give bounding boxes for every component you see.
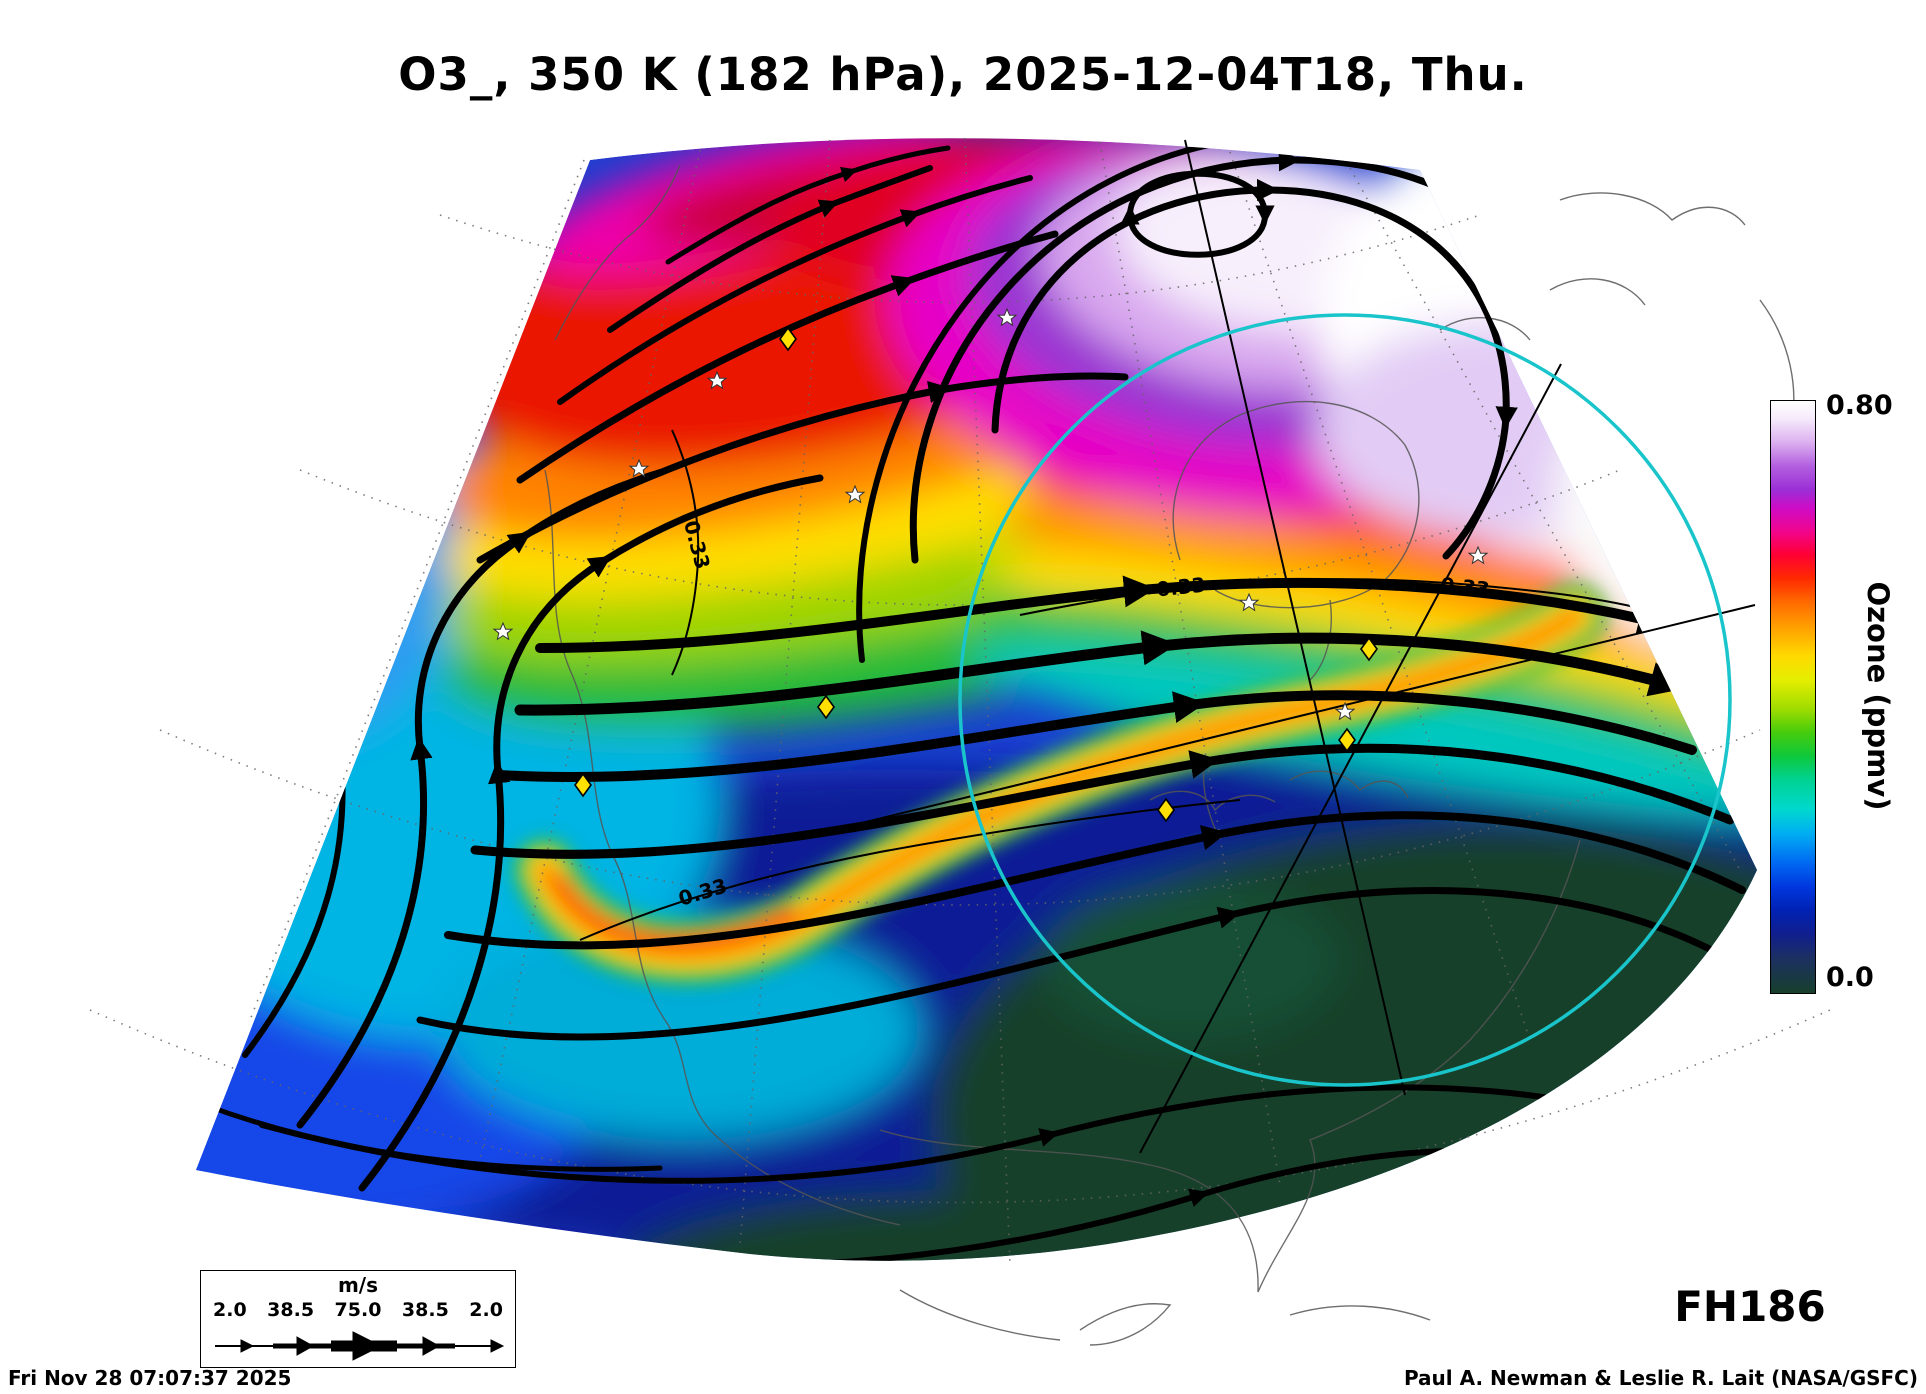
contour-label: 0.33	[1155, 572, 1207, 601]
cross-section-lines	[844, 139, 1756, 1154]
wind-speed-value: 38.5	[401, 1299, 449, 1321]
colorbar-tick-min: 0.0	[1826, 962, 1874, 993]
wind-speed-value: 75.0	[334, 1299, 382, 1321]
contour-labels: 0.33 0.33 0.33 0.33	[676, 518, 1491, 911]
wind-scale-arrow	[215, 1331, 505, 1361]
wind-speed-values: 2.0 38.5 75.0 38.5 2.0	[201, 1299, 515, 1321]
credit-line: Paul A. Newman & Leslie R. Lait (NASA/GS…	[1403, 1366, 1918, 1390]
wind-speed-legend: m/s 2.0 38.5 75.0 38.5 2.0	[200, 1270, 516, 1368]
wind-speed-value: 2.0	[213, 1299, 247, 1321]
cross-section-circle	[958, 313, 1732, 1087]
wind-unit-label: m/s	[337, 1273, 379, 1297]
wind-speed-value: 2.0	[469, 1299, 503, 1321]
colorbar	[1770, 400, 1816, 994]
colorbar-axis-label: Ozone (ppmv)	[1861, 581, 1895, 811]
generation-timestamp: Fri Nov 28 07:07:37 2025	[8, 1366, 292, 1390]
wind-speed-value: 38.5	[267, 1299, 315, 1321]
plot-title: O3_, 350 K (182 hPa), 2025-12-04T18, Thu…	[398, 48, 1528, 101]
colorbar-tick-max: 0.80	[1826, 390, 1893, 421]
contour-label: 0.33	[1439, 572, 1491, 601]
forecast-hour-label: FH186	[1674, 1282, 1826, 1331]
